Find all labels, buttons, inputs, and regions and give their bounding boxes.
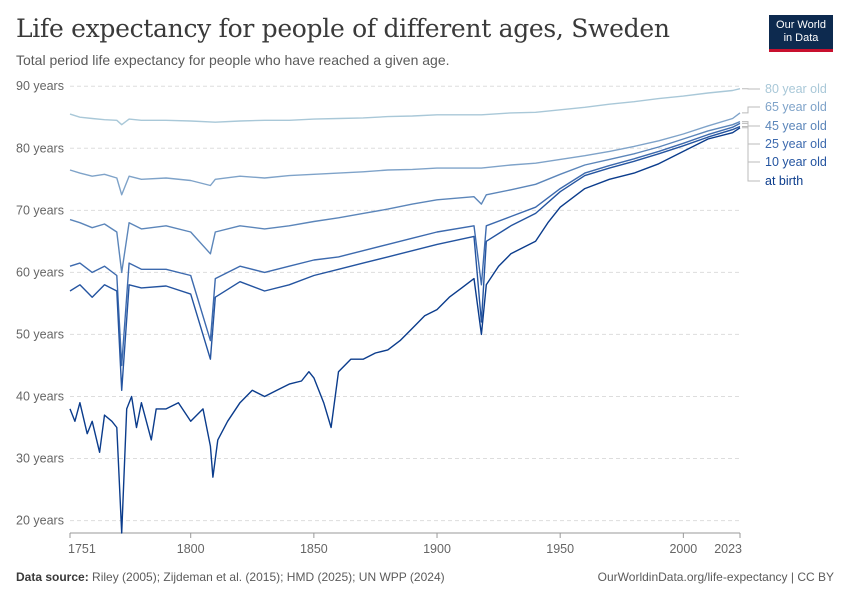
legend-connector — [742, 127, 760, 182]
y-tick-label: 40 years — [16, 389, 64, 403]
owid-logo[interactable]: Our World in Data — [769, 15, 833, 52]
chart-subtitle: Total period life expectancy for people … — [16, 52, 450, 68]
data-source-label: Data source: — [16, 570, 89, 584]
legend: 80 year old 65 year old 45 year old 25 year… — [742, 82, 827, 188]
legend-label[interactable]: at birth — [765, 174, 803, 188]
x-tick-label: 1950 — [546, 542, 574, 556]
y-tick-label: 80 years — [16, 141, 64, 155]
series-line[interactable] — [69, 127, 741, 534]
y-tick-label: 90 years — [16, 79, 64, 93]
axis-layer: 20 years 30 years 40 years 50 years 60 years… — [16, 79, 742, 556]
credit-link[interactable]: OurWorldinData.org/life-expectancy | CC … — [597, 570, 834, 584]
x-tick-label: 1900 — [423, 542, 451, 556]
y-tick-label: 20 years — [16, 514, 64, 528]
y-tick-label: 50 years — [16, 327, 64, 341]
x-tick-label: 2000 — [669, 542, 697, 556]
series-line[interactable] — [69, 120, 741, 274]
series-line[interactable] — [69, 88, 741, 126]
x-tick-label: 1850 — [300, 542, 328, 556]
data-source-footer: Data source: Riley (2005); Zijdeman et a… — [16, 570, 445, 584]
legend-label[interactable]: 10 year old — [765, 155, 827, 169]
series-line[interactable] — [69, 125, 741, 391]
legend-label[interactable]: 65 year old — [765, 100, 827, 114]
series-line[interactable] — [69, 122, 741, 367]
x-tick-label: 1800 — [177, 542, 205, 556]
series-layer — [69, 88, 741, 534]
y-tick-label: 30 years — [16, 452, 64, 466]
series-line[interactable] — [69, 112, 741, 196]
data-source-text: Riley (2005); Zijdeman et al. (2015); HM… — [88, 570, 445, 584]
logo-line-2: in Data — [783, 32, 819, 44]
y-tick-label: 70 years — [16, 203, 64, 217]
chart-title: Life expectancy for people of different … — [16, 14, 670, 43]
legend-label[interactable]: 80 year old — [765, 82, 827, 96]
x-tick-label: 2023 — [714, 542, 742, 556]
logo-line-1: Our World — [776, 19, 826, 31]
x-tick-label: 1751 — [68, 542, 96, 556]
grid-layer — [70, 85, 740, 522]
legend-label[interactable]: 45 year old — [765, 119, 827, 133]
legend-connector — [742, 106, 760, 114]
y-tick-label: 60 years — [16, 265, 64, 279]
legend-label[interactable]: 25 year old — [765, 137, 827, 151]
